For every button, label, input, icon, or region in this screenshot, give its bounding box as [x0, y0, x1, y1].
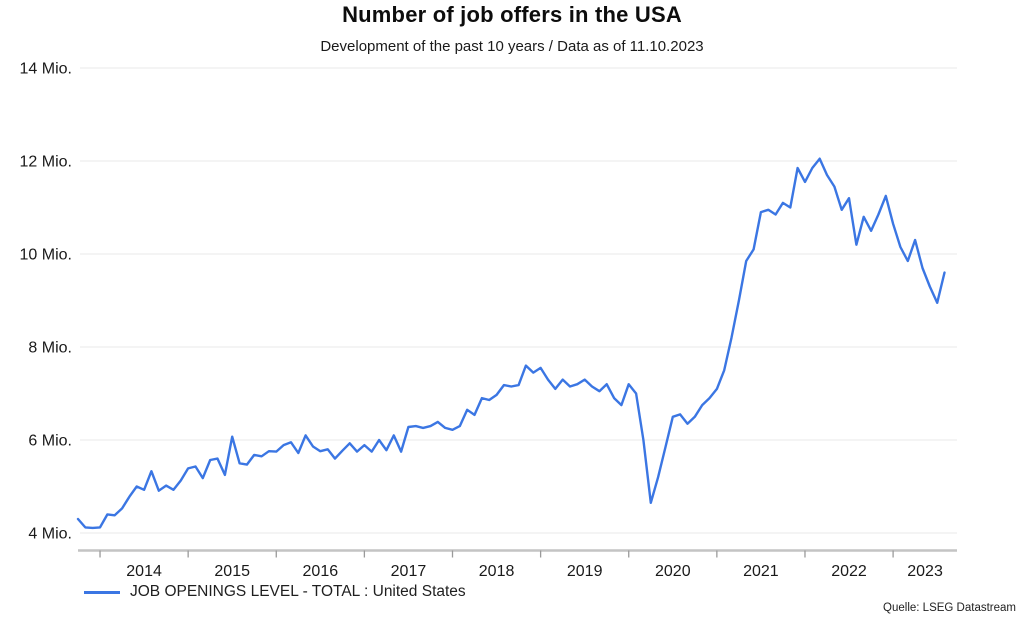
source-credit: Quelle: LSEG Datastream [883, 602, 1016, 614]
legend: JOB OPENINGS LEVEL - TOTAL : United Stat… [84, 583, 466, 601]
x-axis-label: 2018 [479, 563, 515, 580]
x-axis-label: 2022 [831, 563, 867, 580]
y-axis-label: 4 Mio. [28, 526, 72, 543]
chart-title: Number of job offers in the USA [342, 2, 682, 27]
y-axis-label: 6 Mio. [28, 433, 72, 450]
y-axis-label: 14 Mio. [20, 61, 72, 78]
x-axis-label: 2015 [214, 563, 250, 580]
x-axis-label: 2016 [303, 563, 339, 580]
y-axis-label: 8 Mio. [28, 340, 72, 357]
x-axis-label: 2021 [743, 563, 779, 580]
x-axis-label: 2014 [126, 563, 162, 580]
legend-line-swatch [84, 590, 120, 594]
y-axis-label: 10 Mio. [20, 247, 72, 264]
series-line [76, 157, 946, 530]
chart-subtitle: Development of the past 10 years / Data … [320, 38, 704, 55]
x-axis-label: 2023 [907, 563, 943, 580]
legend-label: JOB OPENINGS LEVEL - TOTAL : United Stat… [130, 583, 466, 600]
y-axis-label: 12 Mio. [20, 154, 72, 171]
x-axis-label: 2020 [655, 563, 691, 580]
x-axis-label: 2019 [567, 563, 603, 580]
x-axis-label: 2017 [391, 563, 427, 580]
